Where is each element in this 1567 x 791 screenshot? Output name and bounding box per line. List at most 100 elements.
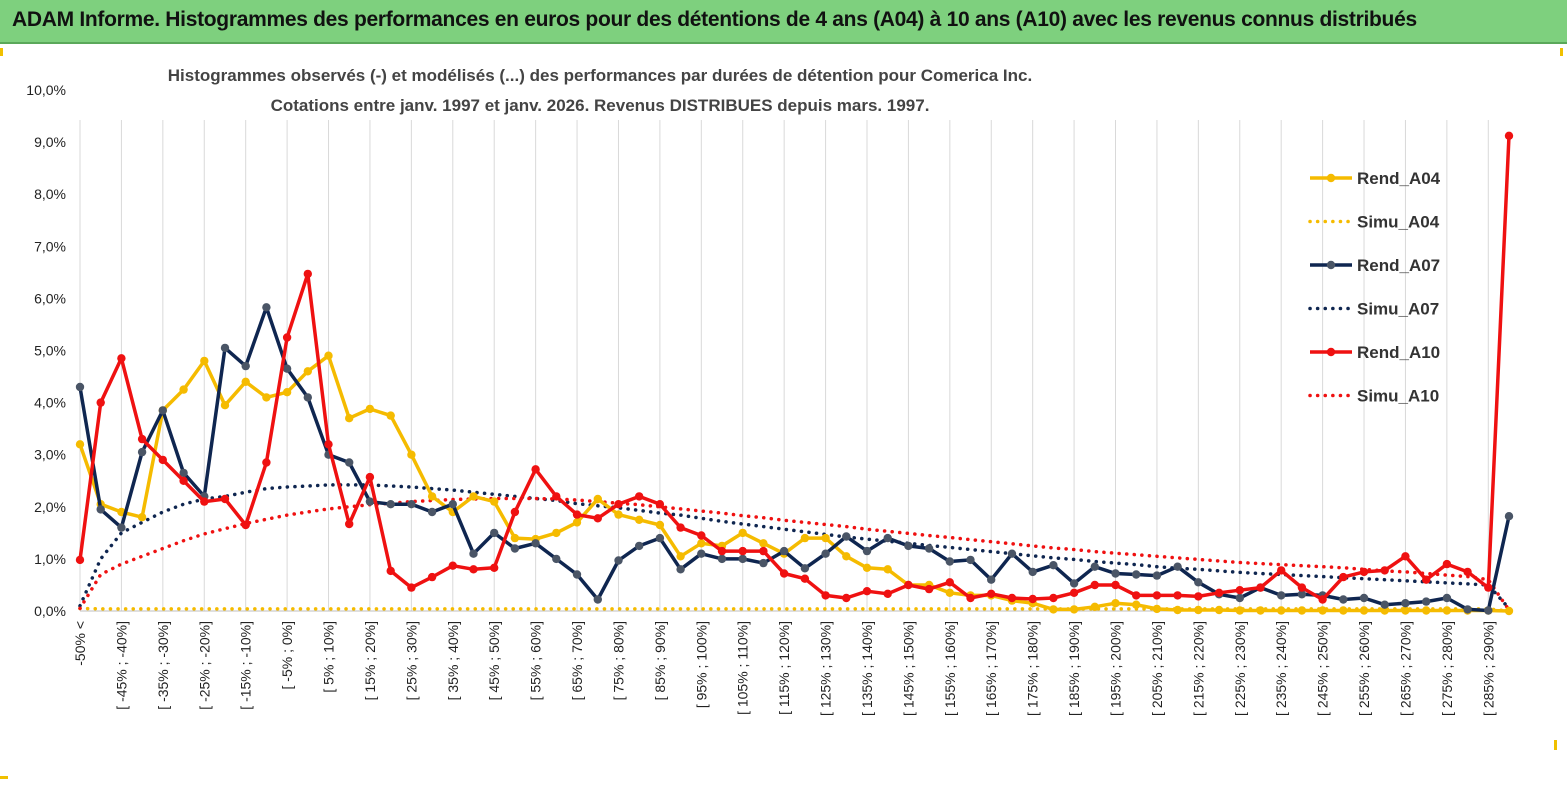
- chart-series: [75, 131, 1514, 616]
- Rend_A10-point: [1028, 594, 1037, 604]
- x-tick-label: [ 105% ; 110%]: [735, 621, 751, 715]
- x-tick-label: [ 5% ; 10%]: [321, 621, 337, 693]
- Rend_A07-point: [842, 532, 851, 541]
- Rend_A07-point: [1235, 593, 1245, 603]
- Rend_A10-point: [345, 519, 354, 529]
- Rend_A07-point: [469, 549, 478, 558]
- series-Rend_A10: [75, 131, 1514, 604]
- Rend_A10-point: [1380, 566, 1389, 575]
- Rend_A10-point: [490, 563, 499, 572]
- x-tick-label: [ 65% ; 70%]: [569, 621, 585, 700]
- x-tick-label: [ 35% ; 40%]: [445, 621, 461, 700]
- Rend_A10-point: [987, 589, 996, 598]
- Rend_A07-point: [345, 458, 354, 467]
- x-tick-label: [ 145% ; 150%]: [900, 621, 916, 716]
- Rend_A04-point: [241, 377, 250, 386]
- legend-marker: [1326, 260, 1336, 270]
- x-tick-label: [ -35% ; -30%]: [155, 621, 171, 710]
- chart-subtitle: Cotations entre janv. 1997 et janv. 2026…: [271, 96, 930, 115]
- Rend_A07-point: [179, 468, 188, 478]
- Rend_A10-point: [593, 514, 602, 523]
- Rend_A07-point: [1380, 600, 1389, 609]
- Rend_A07-point: [365, 497, 375, 506]
- Rend_A10-point: [924, 584, 934, 594]
- Rend_A10-point: [1090, 580, 1100, 590]
- Rend_A07-point: [552, 554, 561, 564]
- x-tick-label: [ 25% ; 30%]: [403, 621, 419, 700]
- Rend_A04-point: [697, 539, 706, 548]
- x-tick-label: -50% <: [72, 621, 88, 666]
- Rend_A04-point: [738, 528, 747, 538]
- Rend_A04-point: [1132, 600, 1141, 609]
- Rend_A10-point: [1318, 595, 1327, 604]
- Rend_A04-point: [1069, 605, 1079, 614]
- chart-background: [0, 44, 1567, 791]
- y-tick-label: 1,0%: [34, 551, 66, 567]
- Rend_A04-point: [137, 513, 147, 522]
- Rend_A07-line: [78, 305, 1511, 613]
- x-tick-label: [ -25% ; -20%]: [196, 621, 212, 710]
- x-tick-label: [ 165% ; 170%]: [983, 621, 999, 716]
- Rend_A10-point: [800, 574, 810, 583]
- Rend_A04-point: [510, 533, 520, 543]
- Rend_A04-point: [593, 494, 602, 504]
- chart-legend: Rend_A04 Simu_A04 Rend_A07 Simu_A07 Rend_A10…: [1308, 169, 1441, 406]
- Rend_A04-point: [220, 401, 230, 410]
- x-tick-label: [ 155% ; 160%]: [942, 621, 958, 716]
- Rend_A07-point: [572, 570, 582, 579]
- Rend_A10-point: [1152, 591, 1162, 600]
- Rend_A10-point: [717, 546, 727, 556]
- Rend_A07-point: [117, 523, 126, 532]
- Rend_A04-point: [1194, 605, 1203, 615]
- Rend_A07-point: [635, 541, 644, 551]
- Rend_A10-point: [738, 546, 747, 556]
- Rend_A07-point: [924, 544, 934, 553]
- Rend_A04-point: [1318, 606, 1327, 615]
- Rend_A07-point: [1152, 571, 1162, 580]
- Rend_A10-point: [1007, 593, 1017, 603]
- Rend_A07-point: [1422, 597, 1431, 606]
- Rend_A10-point: [448, 561, 457, 570]
- legend-label: Simu_A07: [1357, 300, 1439, 319]
- Rend_A04-point: [1173, 605, 1182, 615]
- Rend_A04-point: [842, 552, 851, 561]
- Rend_A10-point: [904, 580, 913, 590]
- Rend_A07-point: [717, 554, 727, 564]
- Rend_A04-point: [1422, 606, 1431, 615]
- Rend_A10-point: [324, 440, 333, 449]
- Rend_A10-point: [945, 578, 954, 587]
- Rend_A07-point: [987, 575, 996, 584]
- Rend_A04-point: [1256, 606, 1265, 615]
- Simu_A10-line: [78, 496, 1511, 612]
- Rend_A04-point: [200, 356, 209, 366]
- Rend_A10-point: [821, 591, 830, 600]
- x-tick-label: [ 265% ; 270%]: [1397, 621, 1413, 716]
- Rend_A07-point: [448, 500, 457, 509]
- Rend_A07-point: [1028, 567, 1037, 577]
- Rend_A10-point: [1214, 588, 1224, 597]
- y-tick-label: 8,0%: [34, 186, 66, 202]
- Rend_A07-point: [75, 382, 85, 392]
- series-Simu_A04: [78, 606, 1511, 613]
- Rend_A10-point: [510, 507, 520, 517]
- Rend_A07-point: [655, 533, 665, 543]
- Rend_A10-point: [117, 354, 126, 363]
- Rend_A07-point: [282, 364, 292, 373]
- x-tick-label: [ 225% ; 230%]: [1232, 621, 1248, 716]
- Rend_A10-point: [303, 269, 312, 279]
- y-tick-label: 9,0%: [34, 134, 66, 150]
- Rend_A10-point: [179, 476, 188, 485]
- Rend_A07-point: [966, 555, 975, 565]
- Rend_A04-point: [324, 351, 333, 360]
- Rend_A04-point: [1359, 606, 1369, 615]
- Rend_A07-point: [1339, 595, 1348, 604]
- Rend_A10-point: [966, 593, 975, 603]
- Rend_A07-point: [676, 565, 685, 574]
- Rend_A10-point: [137, 434, 147, 444]
- Rend_A10-point: [1339, 572, 1348, 582]
- Rend_A07-point: [759, 558, 768, 568]
- Rend_A07-point: [945, 557, 954, 566]
- x-tick-label: [ -5% ; 0%]: [279, 621, 295, 689]
- Rend_A07-point: [490, 528, 499, 538]
- Rend_A10-point: [655, 500, 665, 509]
